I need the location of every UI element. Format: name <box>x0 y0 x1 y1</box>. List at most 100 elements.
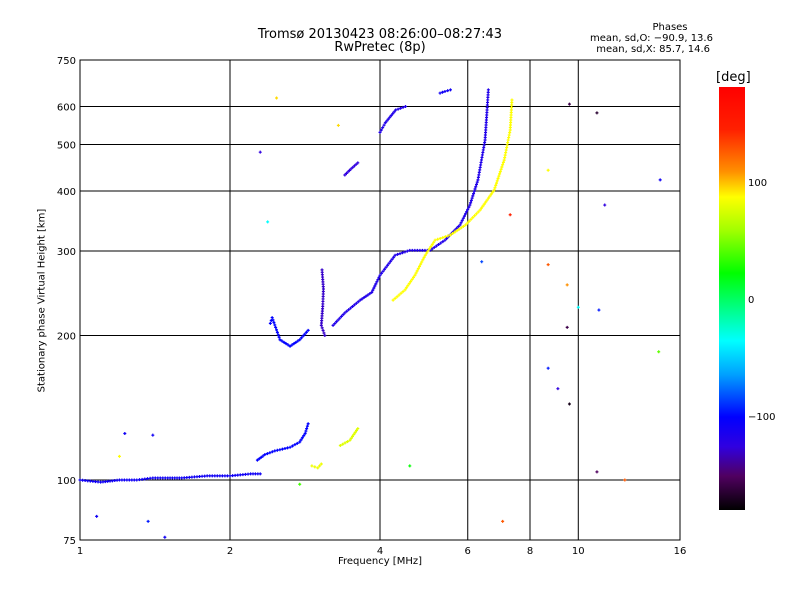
trace-dot <box>257 457 261 461</box>
trace-dot <box>274 325 278 329</box>
trace-dot <box>293 443 297 447</box>
trace-dot <box>457 227 461 231</box>
phase-stats-o: mean, sd,O: −90.9, 13.6 <box>590 33 713 44</box>
trace-dot <box>474 185 478 189</box>
trace-dot <box>145 477 149 481</box>
trace-dot <box>407 282 411 286</box>
scatter-point <box>565 283 569 287</box>
trace-dot <box>187 475 191 479</box>
trace-point <box>356 427 360 431</box>
trace-dot <box>299 336 303 340</box>
trace-dot <box>218 474 222 478</box>
trace-dot <box>96 480 100 484</box>
scatter-point <box>336 123 340 127</box>
trace-dot <box>292 342 296 346</box>
trace-point <box>306 422 310 426</box>
trace-dot <box>507 133 511 137</box>
trace-dot <box>494 183 498 187</box>
trace-dot <box>441 90 445 94</box>
trace-dot <box>215 474 219 478</box>
y-tick-label: 100 <box>57 476 76 487</box>
trace-dot <box>203 474 207 478</box>
trace-point <box>323 334 327 338</box>
trace-dot <box>261 454 265 458</box>
trace-dot <box>504 151 508 155</box>
y-tick-label: 750 <box>57 56 76 67</box>
trace-dot <box>489 192 493 196</box>
trace-point <box>78 478 82 482</box>
trace-dot <box>305 427 309 431</box>
trace-dot <box>270 450 274 454</box>
trace-dot <box>495 179 499 183</box>
y-axis-label: Stationary phase Virtual Height [km] <box>36 208 48 393</box>
trace-dot <box>439 241 443 245</box>
trace-dot <box>282 340 286 344</box>
x-tick-label: 8 <box>527 546 533 557</box>
trace-dot <box>427 247 431 251</box>
scatter-point <box>546 263 550 267</box>
y-tick-label: 400 <box>57 187 76 198</box>
trace-dot <box>91 479 95 483</box>
trace-dot <box>508 123 512 127</box>
trace-dot <box>381 269 385 273</box>
trace-dot <box>505 146 509 150</box>
trace-dot <box>296 339 300 343</box>
trace-dot <box>432 245 436 249</box>
trace-dot <box>410 248 414 252</box>
trace-dot <box>294 340 298 344</box>
trace-point <box>288 445 292 449</box>
trace-dot <box>438 236 442 240</box>
trace-dot <box>233 473 237 477</box>
trace-point <box>458 223 462 227</box>
trace-dot <box>491 190 495 194</box>
trace-dot <box>501 160 505 164</box>
trace-dot <box>190 475 194 479</box>
trace-point <box>255 458 259 462</box>
trace-dot <box>485 105 489 109</box>
trace-dot <box>473 187 477 191</box>
trace-dot <box>334 320 338 324</box>
trace-dot <box>497 174 501 178</box>
trace-dot <box>510 103 514 107</box>
x-tick-label: 6 <box>465 546 471 557</box>
trace-dot <box>425 251 429 255</box>
trace-dot <box>393 296 397 300</box>
trace-point <box>464 223 468 227</box>
trace-dot <box>396 107 400 111</box>
trace-dot <box>410 277 414 281</box>
trace-dot <box>195 475 199 479</box>
trace-dot <box>278 448 282 452</box>
trace-dot <box>371 288 375 292</box>
scatter-point <box>123 432 127 436</box>
scatter-point <box>623 478 627 482</box>
trace-point <box>403 288 407 292</box>
y-tick-label: 600 <box>57 103 76 114</box>
trace-dot <box>322 331 326 335</box>
trace-dot <box>341 442 345 446</box>
trace-dot <box>436 237 440 241</box>
trace-dot <box>499 167 503 171</box>
trace-dot <box>469 201 473 205</box>
x-tick-label: 1 <box>77 546 83 557</box>
trace-dot <box>351 434 355 438</box>
trace-dot <box>302 434 306 438</box>
trace-dot <box>275 328 279 332</box>
scatter-point <box>501 519 505 523</box>
trace-dot <box>352 164 356 168</box>
trace-dot <box>461 216 465 220</box>
trace-point <box>433 238 437 242</box>
trace-dot <box>320 326 324 330</box>
trace-dot <box>485 198 489 202</box>
scatter-point <box>266 220 270 224</box>
trace-dot <box>352 432 356 436</box>
trace-dot <box>500 165 504 169</box>
trace-dot <box>375 280 379 284</box>
trace-dot <box>469 198 473 202</box>
trace-point <box>508 128 512 132</box>
trace-dot <box>381 126 385 130</box>
scatter-point <box>597 308 601 312</box>
trace-dot <box>456 225 460 229</box>
trace-dot <box>509 116 513 120</box>
trace-dot <box>364 294 368 298</box>
trace-dot <box>405 249 409 253</box>
